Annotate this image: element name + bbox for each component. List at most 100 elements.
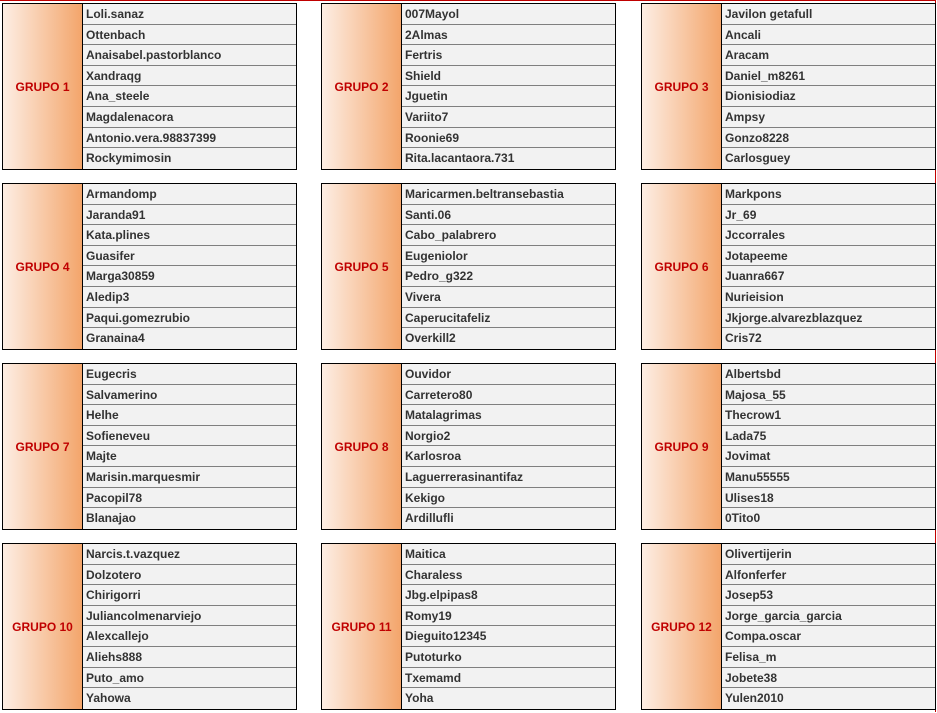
member-name: Alexcallejo: [83, 626, 296, 647]
member-name: Puto_amo: [83, 667, 296, 689]
member-name: Kekigo: [402, 487, 615, 509]
member-name: Marga30859: [83, 266, 296, 287]
group-label: GRUPO 2: [322, 4, 402, 169]
member-name: Norgio2: [402, 425, 615, 447]
group-label: GRUPO 6: [642, 184, 722, 349]
member-name: Overkill2: [402, 328, 615, 349]
member-name: Gonzo8228: [722, 127, 935, 149]
member-name: Majosa_55: [722, 384, 935, 406]
member-name: Shield: [402, 65, 615, 87]
member-name: Eugecris: [83, 364, 296, 385]
member-name: Yulen2010: [722, 688, 935, 709]
member-name: Dieguito12345: [402, 626, 615, 647]
member-name: Cabo_palabrero: [402, 225, 615, 246]
member-name: Matalagrimas: [402, 405, 615, 426]
group-label: GRUPO 3: [642, 4, 722, 169]
group-label: GRUPO 1: [3, 4, 83, 169]
member-name: Cris72: [722, 328, 935, 349]
member-name: Ampsy: [722, 107, 935, 128]
member-name: Rockymimosin: [83, 148, 296, 169]
member-name: Josep53: [722, 585, 935, 606]
group-block: GRUPO 12 Olivertijerin Alfonferfer Josep53 J…: [641, 543, 936, 710]
member-name: Rita.lacantaora.731: [402, 148, 615, 169]
group-block: GRUPO 5 Maricarmen.beltransebastia Santi.0…: [321, 183, 616, 350]
member-name: Maricarmen.beltransebastia: [402, 184, 615, 205]
member-name: Carretero80: [402, 384, 615, 406]
member-name: Markpons: [722, 184, 935, 205]
member-name: Aliehs888: [83, 647, 296, 668]
member-name: Ottenbach: [83, 24, 296, 46]
group-block: GRUPO 7 Eugecris Salvamerino Helhe Sofieneve…: [2, 363, 297, 530]
member-name: Eugeniolor: [402, 245, 615, 267]
member-name: Jr_69: [722, 204, 935, 226]
member-name: Chirigorri: [83, 585, 296, 606]
member-name: Xandraqg: [83, 65, 296, 87]
member-name: Dolzotero: [83, 564, 296, 586]
member-name: Maitica: [402, 544, 615, 565]
member-name: Txemamd: [402, 667, 615, 689]
group-block: GRUPO 10 Narcis.t.vazquez Dolzotero Chirigo…: [2, 543, 297, 710]
member-name: Helhe: [83, 405, 296, 426]
group-block: GRUPO 3 Javilon getafull Ancali Aracam Danie…: [641, 3, 936, 170]
member-name: Compa.oscar: [722, 626, 935, 647]
member-name: Anaisabel.pastorblanco: [83, 45, 296, 66]
member-name: Marisin.marquesmir: [83, 467, 296, 488]
member-name: Blanajao: [83, 508, 296, 529]
group-label: GRUPO 8: [322, 364, 402, 529]
group-label: GRUPO 5: [322, 184, 402, 349]
member-name: Ouvidor: [402, 364, 615, 385]
group-label: GRUPO 7: [3, 364, 83, 529]
member-name: Nurieision: [722, 287, 935, 308]
member-name: Jccorrales: [722, 225, 935, 246]
member-name: Narcis.t.vazquez: [83, 544, 296, 565]
member-name: 007Mayol: [402, 4, 615, 25]
member-name: Fertris: [402, 45, 615, 66]
member-name: Paqui.gomezrubio: [83, 307, 296, 329]
member-name: Dionisiodiaz: [722, 86, 935, 107]
group-label: GRUPO 4: [3, 184, 83, 349]
member-name: Thecrow1: [722, 405, 935, 426]
group-label: GRUPO 11: [322, 544, 402, 709]
member-name: Loli.sanaz: [83, 4, 296, 25]
group-block: GRUPO 9 Albertsbd Majosa_55 Thecrow1 Lada75 J…: [641, 363, 936, 530]
member-name: Romy19: [402, 605, 615, 627]
member-name: Juliancolmenarviejo: [83, 605, 296, 627]
member-name: Jaranda91: [83, 204, 296, 226]
member-name: Vivera: [402, 287, 615, 308]
member-name: Albertsbd: [722, 364, 935, 385]
member-name: 2Almas: [402, 24, 615, 46]
member-name: Jobete38: [722, 667, 935, 689]
member-name: Variito7: [402, 107, 615, 128]
member-name: Santi.06: [402, 204, 615, 226]
member-name: Aledip3: [83, 287, 296, 308]
member-name: Aracam: [722, 45, 935, 66]
member-name: Ancali: [722, 24, 935, 46]
member-name: Yoha: [402, 688, 615, 709]
member-name: Lada75: [722, 425, 935, 447]
group-block: GRUPO 8 Ouvidor Carretero80 Matalagrimas Nor…: [321, 363, 616, 530]
member-name: Caperucitafeliz: [402, 307, 615, 329]
group-block: GRUPO 2 007Mayol 2Almas Fertris Shield Jgueti…: [321, 3, 616, 170]
member-name: Antonio.vera.98837399: [83, 127, 296, 149]
member-name: Guasifer: [83, 245, 296, 267]
member-name: Roonie69: [402, 127, 615, 149]
member-name: Daniel_m8261: [722, 65, 935, 87]
member-name: Jorge_garcia_garcia: [722, 605, 935, 627]
member-name: 0Tito0: [722, 508, 935, 529]
group-label: GRUPO 10: [3, 544, 83, 709]
member-name: Jguetin: [402, 86, 615, 107]
member-name: Granaina4: [83, 328, 296, 349]
member-name: Jovimat: [722, 446, 935, 467]
member-name: Armandomp: [83, 184, 296, 205]
member-name: Majte: [83, 446, 296, 467]
member-name: Olivertijerin: [722, 544, 935, 565]
member-name: Yahowa: [83, 688, 296, 709]
member-name: Ulises18: [722, 487, 935, 509]
member-name: Felisa_m: [722, 647, 935, 668]
member-name: Kata.plines: [83, 225, 296, 246]
member-name: Jkjorge.alvarezblazquez: [722, 307, 935, 329]
group-label: GRUPO 12: [642, 544, 722, 709]
member-name: Jbg.elpipas8: [402, 585, 615, 606]
group-block: GRUPO 1 Loli.sanaz Ottenbach Anaisabel.past…: [2, 3, 297, 170]
